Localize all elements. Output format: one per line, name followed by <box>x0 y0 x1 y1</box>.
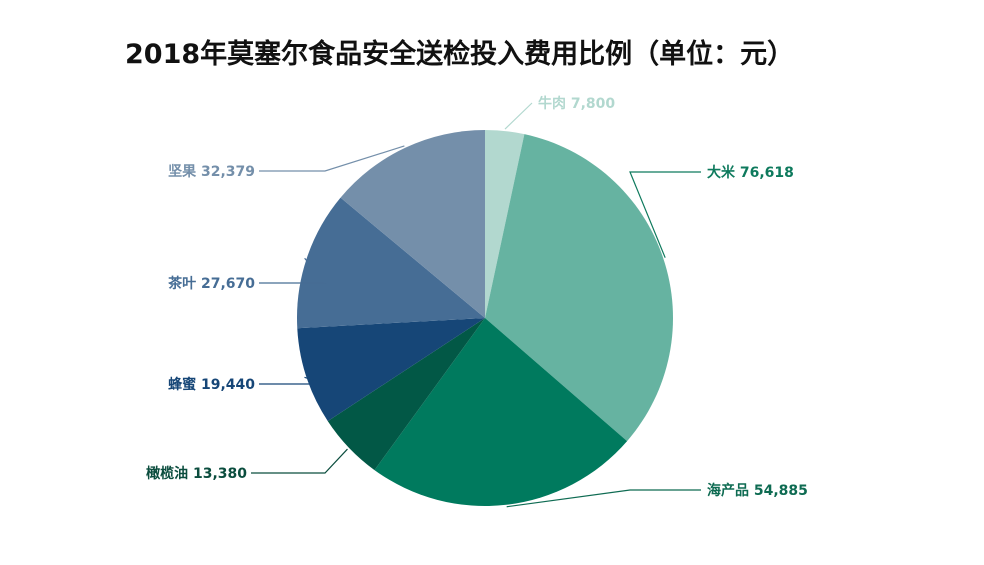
pie-slice-1 <box>485 134 674 442</box>
pie-slice-6 <box>340 130 485 318</box>
leader-line-6 <box>259 145 405 172</box>
slice-label-4: 蜂蜜 19,440 <box>168 376 255 393</box>
leader-line-3 <box>251 448 348 474</box>
pie-slice-3 <box>327 318 485 471</box>
slice-label-1: 大米 76,618 <box>707 164 794 181</box>
slice-label-2: 海产品 54,885 <box>707 482 808 499</box>
leader-line-5 <box>259 257 327 284</box>
pie-slice-5 <box>297 197 485 329</box>
slice-label-3: 橄榄油 13,380 <box>146 465 247 482</box>
leader-line-0 <box>504 102 533 130</box>
chart-title: 2018年莫塞尔食品安全送检投入费用比例（单位：元） <box>125 39 795 70</box>
slice-label-6: 坚果 32,379 <box>168 164 255 180</box>
pie-slice-2 <box>374 318 628 507</box>
leader-line-1 <box>629 171 701 258</box>
slice-label-5: 茶叶 27,670 <box>167 275 255 292</box>
leader-line-2 <box>506 489 701 508</box>
slice-label-0: 牛肉 7,800 <box>538 95 615 112</box>
pie-slice-0 <box>485 130 525 318</box>
pie-slice-4 <box>297 318 485 422</box>
leader-line-4 <box>259 376 326 385</box>
